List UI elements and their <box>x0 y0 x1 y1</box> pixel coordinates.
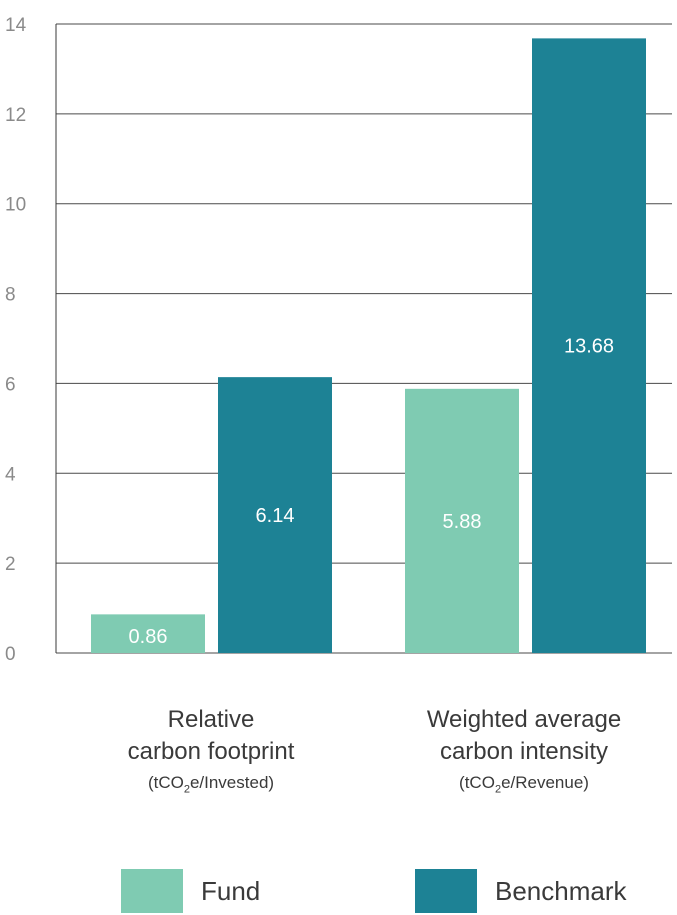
y-tick-label: 6 <box>5 374 16 395</box>
bar-value-label: 5.88 <box>443 511 482 533</box>
category-unit: (tCO2e/Revenue) <box>459 773 589 796</box>
category-line2: carbon intensity <box>439 738 609 765</box>
bar-benchmark-1 <box>532 38 646 654</box>
bar-value-label: 6.14 <box>256 505 295 527</box>
category-line1: Relative <box>167 706 255 733</box>
y-tick-label: 0 <box>5 644 16 665</box>
category-line2: carbon footprint <box>127 738 295 765</box>
legend-item-fund: Fund <box>121 867 260 915</box>
y-tick-label: 8 <box>5 285 16 306</box>
y-tick-label: 2 <box>5 554 16 575</box>
bar-fund-1 <box>405 388 519 653</box>
y-tick-label: 12 <box>5 105 26 126</box>
category-label-weighted-average-carbon-intensity: Weighted average carbon intensity (tCO2e… <box>394 704 654 804</box>
bar-value-labels: 0.86 5.88 6.14 13.68 <box>129 336 615 648</box>
bars <box>91 38 646 654</box>
category-unit: (tCO2e/Invested) <box>147 773 275 796</box>
bar-value-label: 13.68 <box>564 336 614 358</box>
bar-fund-0 <box>91 614 205 653</box>
y-tick-label: 14 <box>5 15 27 36</box>
y-tick-label: 4 <box>5 464 16 485</box>
legend-swatch-benchmark <box>415 869 477 913</box>
bar-benchmark-0 <box>218 377 332 653</box>
category-label-relative-carbon-footprint: Relative carbon footprint (tCO2e/Investe… <box>81 704 341 804</box>
legend-item-benchmark: Benchmark <box>415 867 627 915</box>
category-line1: Weighted average <box>426 706 622 733</box>
bar-value-label: 0.86 <box>129 626 168 648</box>
legend-label-fund: Fund <box>201 875 261 906</box>
grid-lines <box>56 23 672 654</box>
y-tick-label: 10 <box>5 195 26 216</box>
legend-swatch-fund <box>121 869 183 913</box>
legend-label-benchmark: Benchmark <box>495 875 627 906</box>
y-axis: 0 2 4 6 8 10 12 14 <box>5 15 57 665</box>
